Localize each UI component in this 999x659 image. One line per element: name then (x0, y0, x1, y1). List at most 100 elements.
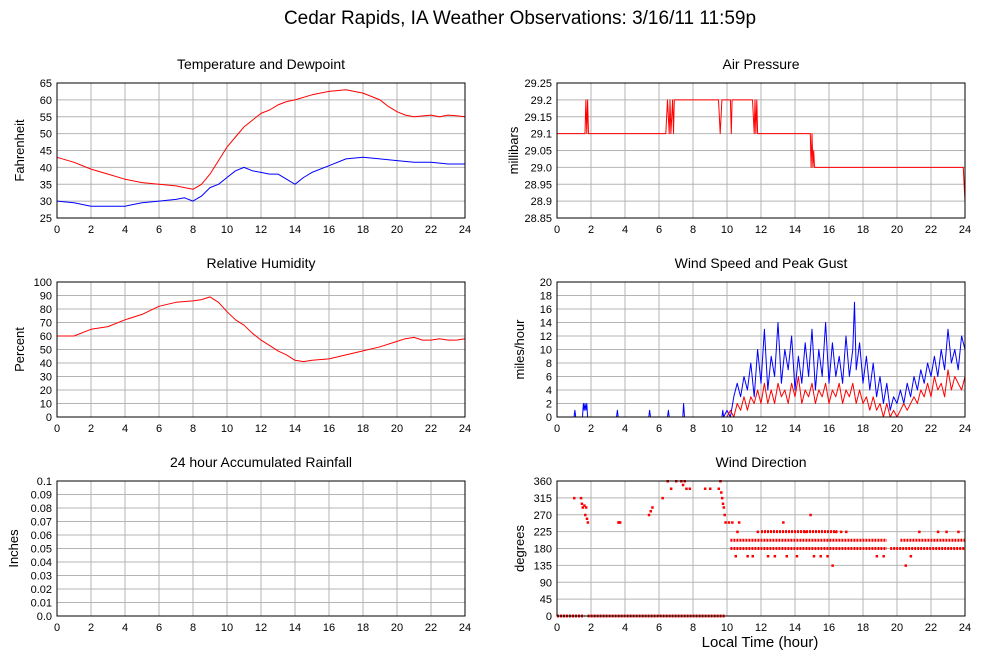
direction-point (839, 530, 843, 534)
humidity-title: Relative Humidity (207, 255, 316, 271)
direction-point (581, 506, 584, 509)
page-title: Cedar Rapids, IA Weather Observations: 3… (283, 8, 757, 29)
direction-y-tick-label: 0 (546, 611, 552, 623)
humidity-x-tick-label: 24 (459, 423, 471, 435)
pressure-y-tick-label: 28.9 (531, 196, 552, 208)
direction-point (618, 521, 622, 524)
pressure-title: Air Pressure (722, 56, 799, 72)
direction-point (649, 510, 652, 513)
wind-x-tick-label: 16 (823, 423, 835, 435)
temp-x-tick-label: 4 (122, 224, 128, 236)
pressure-y-tick-label: 29.05 (524, 146, 552, 158)
humidity-y-axis-label: Percent (12, 327, 27, 372)
temp-y-axis-label: Fahrenheit (12, 119, 27, 182)
direction-point (882, 555, 885, 558)
humidity-y-tick-label: 30 (40, 372, 52, 384)
direction-point (703, 487, 707, 490)
temp-x-tick-label: 12 (255, 224, 267, 236)
direction-y-tick-label: 135 (534, 560, 552, 572)
direction-point (795, 555, 799, 558)
direction-point (904, 564, 907, 567)
direction-x-tick-label: 6 (656, 622, 662, 634)
rain-x-tick-label: 20 (391, 622, 403, 634)
wind-y-tick-label: 0 (546, 412, 552, 424)
direction-point (727, 521, 731, 524)
direction-point (909, 555, 913, 558)
humidity-x-tick-label: 16 (323, 423, 335, 435)
rain-y-tick-label: 0.06 (31, 530, 52, 542)
direction-point (751, 555, 754, 558)
direction-point (809, 513, 812, 517)
direction-x-tick-label: 12 (755, 622, 767, 634)
direction-x-tick-label: 22 (925, 622, 937, 634)
rain-x-tick-label: 10 (221, 622, 233, 634)
rain-x-tick-label: 12 (255, 622, 267, 634)
direction-point (583, 504, 586, 507)
wind-frame (556, 281, 966, 418)
direction-frame (556, 480, 966, 617)
temp-x-tick-label: 2 (88, 224, 94, 236)
pressure-y-tick-label: 29.0 (531, 162, 552, 174)
rain-title: 24 hour Accumulated Rainfall (170, 454, 352, 470)
humidity-series-0 (57, 296, 466, 363)
temp-y-tick-label: 55 (40, 112, 52, 124)
direction-point (579, 496, 583, 500)
wind-y-tick-label: 14 (540, 318, 552, 330)
direction-point (734, 555, 737, 558)
pressure-x-tick-label: 8 (690, 224, 696, 236)
humidity-x-tick-label: 4 (122, 423, 128, 435)
pressure-x-tick-label: 24 (959, 224, 971, 236)
pressure-y-tick-label: 29.15 (524, 112, 552, 124)
direction-point (580, 502, 584, 505)
direction-point (918, 530, 921, 534)
direction-x-tick-label: 2 (588, 622, 594, 634)
temp-x-tick-label: 8 (190, 224, 196, 236)
direction-point (875, 555, 879, 558)
humidity-y-tick-label: 80 (40, 304, 52, 316)
humidity-x-tick-label: 10 (221, 423, 233, 435)
direction-point (773, 555, 777, 558)
temp-x-tick-label: 10 (221, 224, 233, 236)
humidity-y-tick-label: 0 (46, 412, 52, 424)
rain-x-tick-label: 8 (190, 622, 196, 634)
rain-y-tick-label: 0.08 (31, 503, 52, 515)
temp-x-tick-label: 20 (391, 224, 403, 236)
direction-point (669, 487, 673, 490)
direction-point (720, 496, 724, 500)
direction-y-tick-label: 45 (540, 594, 552, 606)
temp-y-tick-label: 35 (40, 179, 52, 191)
temp-series-0 (56, 89, 466, 190)
direction-point (717, 487, 720, 490)
pressure-x-tick-label: 0 (554, 224, 560, 236)
pressure-x-tick-label: 4 (622, 224, 628, 236)
wind-series-1 (557, 369, 966, 418)
pressure-x-tick-label: 22 (925, 224, 937, 236)
rain-y-tick-label: 0.03 (31, 571, 52, 583)
wind-x-tick-label: 24 (959, 423, 971, 435)
direction-y-tick-label: 315 (534, 493, 552, 505)
wind-x-tick-label: 0 (554, 423, 560, 435)
direction-point (585, 517, 589, 520)
wind-x-tick-label: 20 (891, 423, 903, 435)
humidity-x-tick-label: 6 (156, 423, 162, 435)
direction-y-axis-label: degrees (512, 525, 527, 572)
pressure-x-tick-label: 12 (755, 224, 767, 236)
x-axis-label: Local Time (hour) (701, 634, 819, 651)
humidity-x-tick-label: 2 (88, 423, 94, 435)
rain-x-tick-label: 18 (357, 622, 369, 634)
pressure-x-tick-label: 14 (789, 224, 801, 236)
pressure-x-tick-label: 18 (857, 224, 869, 236)
direction-x-tick-label: 16 (823, 622, 835, 634)
temp-y-tick-label: 40 (40, 162, 52, 174)
direction-point (804, 530, 807, 534)
humidity-y-tick-label: 60 (40, 331, 52, 343)
pressure-y-tick-label: 29.1 (531, 129, 552, 141)
direction-point (819, 555, 822, 558)
rain-x-tick-label: 4 (122, 622, 128, 634)
wind-x-tick-label: 22 (925, 423, 937, 435)
rain-y-tick-label: 0.1 (37, 476, 52, 488)
temp-y-tick-label: 25 (40, 213, 52, 225)
pressure-y-axis-label: millibars (506, 126, 521, 174)
direction-point (681, 483, 685, 487)
